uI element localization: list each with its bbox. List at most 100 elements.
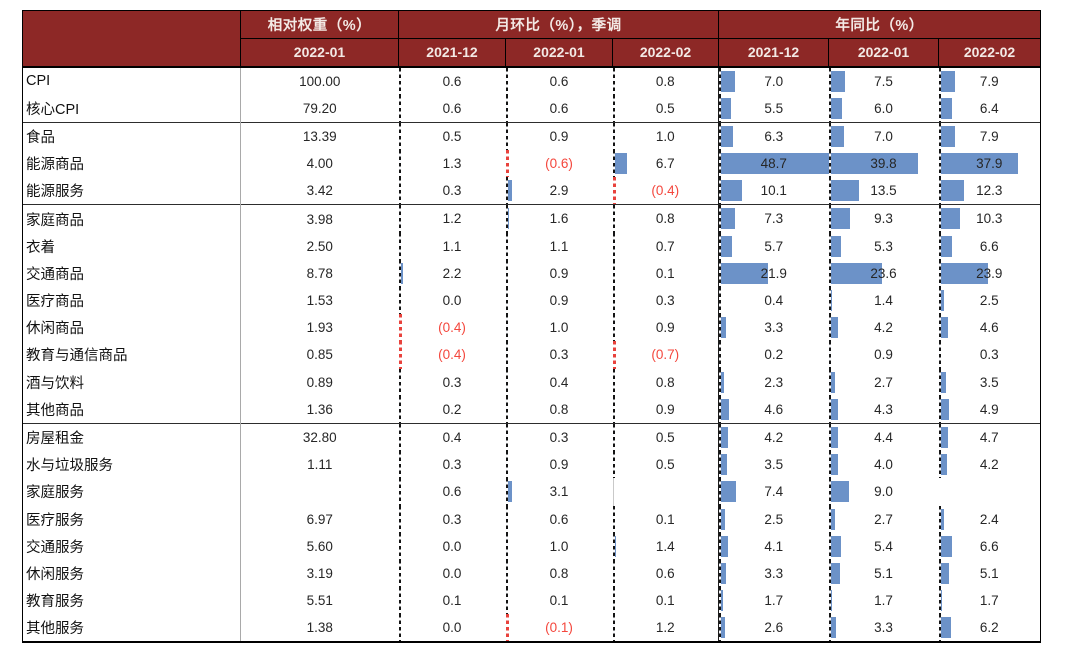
cell-value: 3.3 [764, 565, 784, 581]
zero-axis-line [612, 314, 615, 342]
cell-value: 0.7 [655, 238, 675, 254]
zero-axis-line [398, 423, 401, 452]
mom-bar-cell: (0.4) [612, 177, 719, 205]
cell-value: 0.6 [549, 100, 569, 116]
mom-bar-cell: 0.3 [505, 422, 613, 452]
yoy-bar-cell: 10.1 [718, 177, 829, 205]
cell-value: 23.6 [870, 265, 897, 281]
cell-value: 23.9 [976, 265, 1003, 281]
cell-value: 1.6 [549, 211, 569, 227]
zero-axis-line [612, 177, 616, 205]
zero-axis-line [938, 94, 941, 122]
mom-bar-cell: (0.7) [612, 341, 719, 369]
data-bar [719, 562, 727, 584]
cell-value: 7.0 [764, 73, 784, 89]
cell-value: 6.6 [979, 538, 999, 554]
mom-bar-cell: 0.3 [398, 451, 506, 479]
zero-axis-line [505, 314, 508, 342]
yoy-bar-cell: 5.1 [938, 559, 1042, 588]
zero-axis-line [938, 587, 941, 615]
mom-bar-cell: 0.6 [612, 559, 719, 588]
cell-value: 0.1 [655, 511, 675, 527]
cell-value: 2.4 [979, 511, 999, 527]
cell-value: (0.6) [545, 156, 573, 172]
cell-value: 4.1 [764, 538, 784, 554]
zero-axis-line [719, 505, 722, 533]
cell-value: 0.5 [655, 457, 675, 473]
data-bar [719, 426, 729, 448]
zero-axis-line [612, 287, 615, 315]
zero-axis-line [828, 94, 831, 122]
table-row: 房屋租金 32.80 0.4 0.3 0.5 4.2 4.4 4.7 [22, 422, 1042, 452]
cell-value: 37.9 [976, 156, 1003, 172]
mom-bar-cell: 0.1 [612, 259, 719, 287]
zero-axis-line [612, 587, 615, 615]
zero-axis-line [828, 232, 831, 260]
zero-axis-line [398, 150, 401, 178]
weight-value: 5.60 [306, 538, 333, 554]
data-bar [719, 153, 829, 175]
weight-value: 3.42 [306, 183, 333, 199]
zero-axis-line [938, 287, 941, 315]
cell-value: 1.2 [655, 620, 675, 636]
cell-value: 0.8 [655, 211, 675, 227]
zero-axis-line [398, 587, 401, 615]
cell-value: 0.3 [549, 429, 569, 445]
zero-axis-line [938, 259, 941, 287]
yoy-bar-cell: 1.7 [938, 587, 1042, 615]
mom-group-header: 月环比（%），季调 [397, 10, 719, 39]
cell-value: 7.3 [764, 211, 784, 227]
cell-value: 3.3 [764, 320, 784, 336]
cell-value: 0.0 [442, 538, 462, 554]
yoy-bar-cell: 6.6 [938, 532, 1042, 560]
table-row: 家庭商品 3.98 1.2 1.6 0.8 7.3 9.3 10.3 [22, 204, 1042, 233]
cell-value: 5.1 [979, 565, 999, 581]
cell-value: 0.4 [442, 429, 462, 445]
yoy-date-header-3: 2022-02 [938, 38, 1042, 68]
table-row: CPI 100.00 0.6 0.6 0.8 7.0 7.5 7.9 [22, 66, 1042, 95]
mom-bar-cell: 0.8 [505, 395, 613, 424]
cell-value: 48.7 [760, 156, 787, 172]
weight-group-header: 相对权重（%） [240, 10, 399, 39]
zero-axis-line [828, 559, 831, 588]
cell-value: 2.7 [874, 511, 893, 527]
cell-value: 1.0 [549, 320, 569, 336]
cell-value: 6.7 [655, 156, 675, 172]
table-body: CPI 100.00 0.6 0.6 0.8 7.0 7.5 7.9 核心CPI 79.20 0.6… [22, 66, 1042, 644]
weight-value: 0.89 [306, 374, 333, 390]
zero-axis-line [828, 259, 831, 287]
cell-value: 0.2 [442, 401, 462, 417]
table-row: 食品 13.39 0.5 0.9 1.0 6.3 7.0 7.9 [22, 121, 1042, 151]
data-bar [938, 262, 989, 284]
zero-axis-line [719, 122, 722, 151]
yoy-bar-cell: 5.4 [828, 532, 939, 560]
data-bar [828, 617, 836, 639]
mom-bar-cell: 1.2 [612, 614, 719, 644]
cell-value: 9.0 [874, 484, 893, 500]
cell-value: 0.3 [655, 293, 675, 308]
zero-axis-line [719, 341, 722, 369]
cell-value: 2.2 [442, 265, 462, 281]
zero-axis-line [719, 532, 722, 560]
zero-axis-line [505, 423, 508, 452]
cell-value: 3.5 [979, 374, 999, 390]
cell-value: 2.6 [764, 620, 784, 636]
data-bar [398, 262, 404, 284]
table-row: 医疗商品 1.53 0.0 0.9 0.3 0.4 1.4 2.5 [22, 287, 1042, 315]
zero-axis-line [828, 150, 831, 178]
zero-axis-line [505, 150, 509, 178]
mom-bar-cell: 1.2 [398, 204, 506, 233]
data-bar [828, 398, 839, 420]
data-bar [828, 70, 846, 92]
data-bar [828, 262, 882, 284]
cell-value: 6.2 [979, 620, 999, 636]
mom-bar-cell: 0.6 [505, 505, 613, 533]
cell-value: 0.3 [442, 374, 462, 390]
yoy-bar-cell: 1.7 [718, 587, 829, 615]
table-row: 其他服务 1.38 0.0 (0.1) 1.2 2.6 3.3 6.2 [22, 614, 1042, 644]
mom-bar-cell: 0.6 [398, 478, 506, 506]
weight-value: 0.85 [306, 347, 333, 363]
mom-bar-cell: 0.6 [398, 67, 506, 95]
cell-value: 1.0 [655, 128, 675, 144]
cell-value: 0.9 [655, 320, 675, 336]
